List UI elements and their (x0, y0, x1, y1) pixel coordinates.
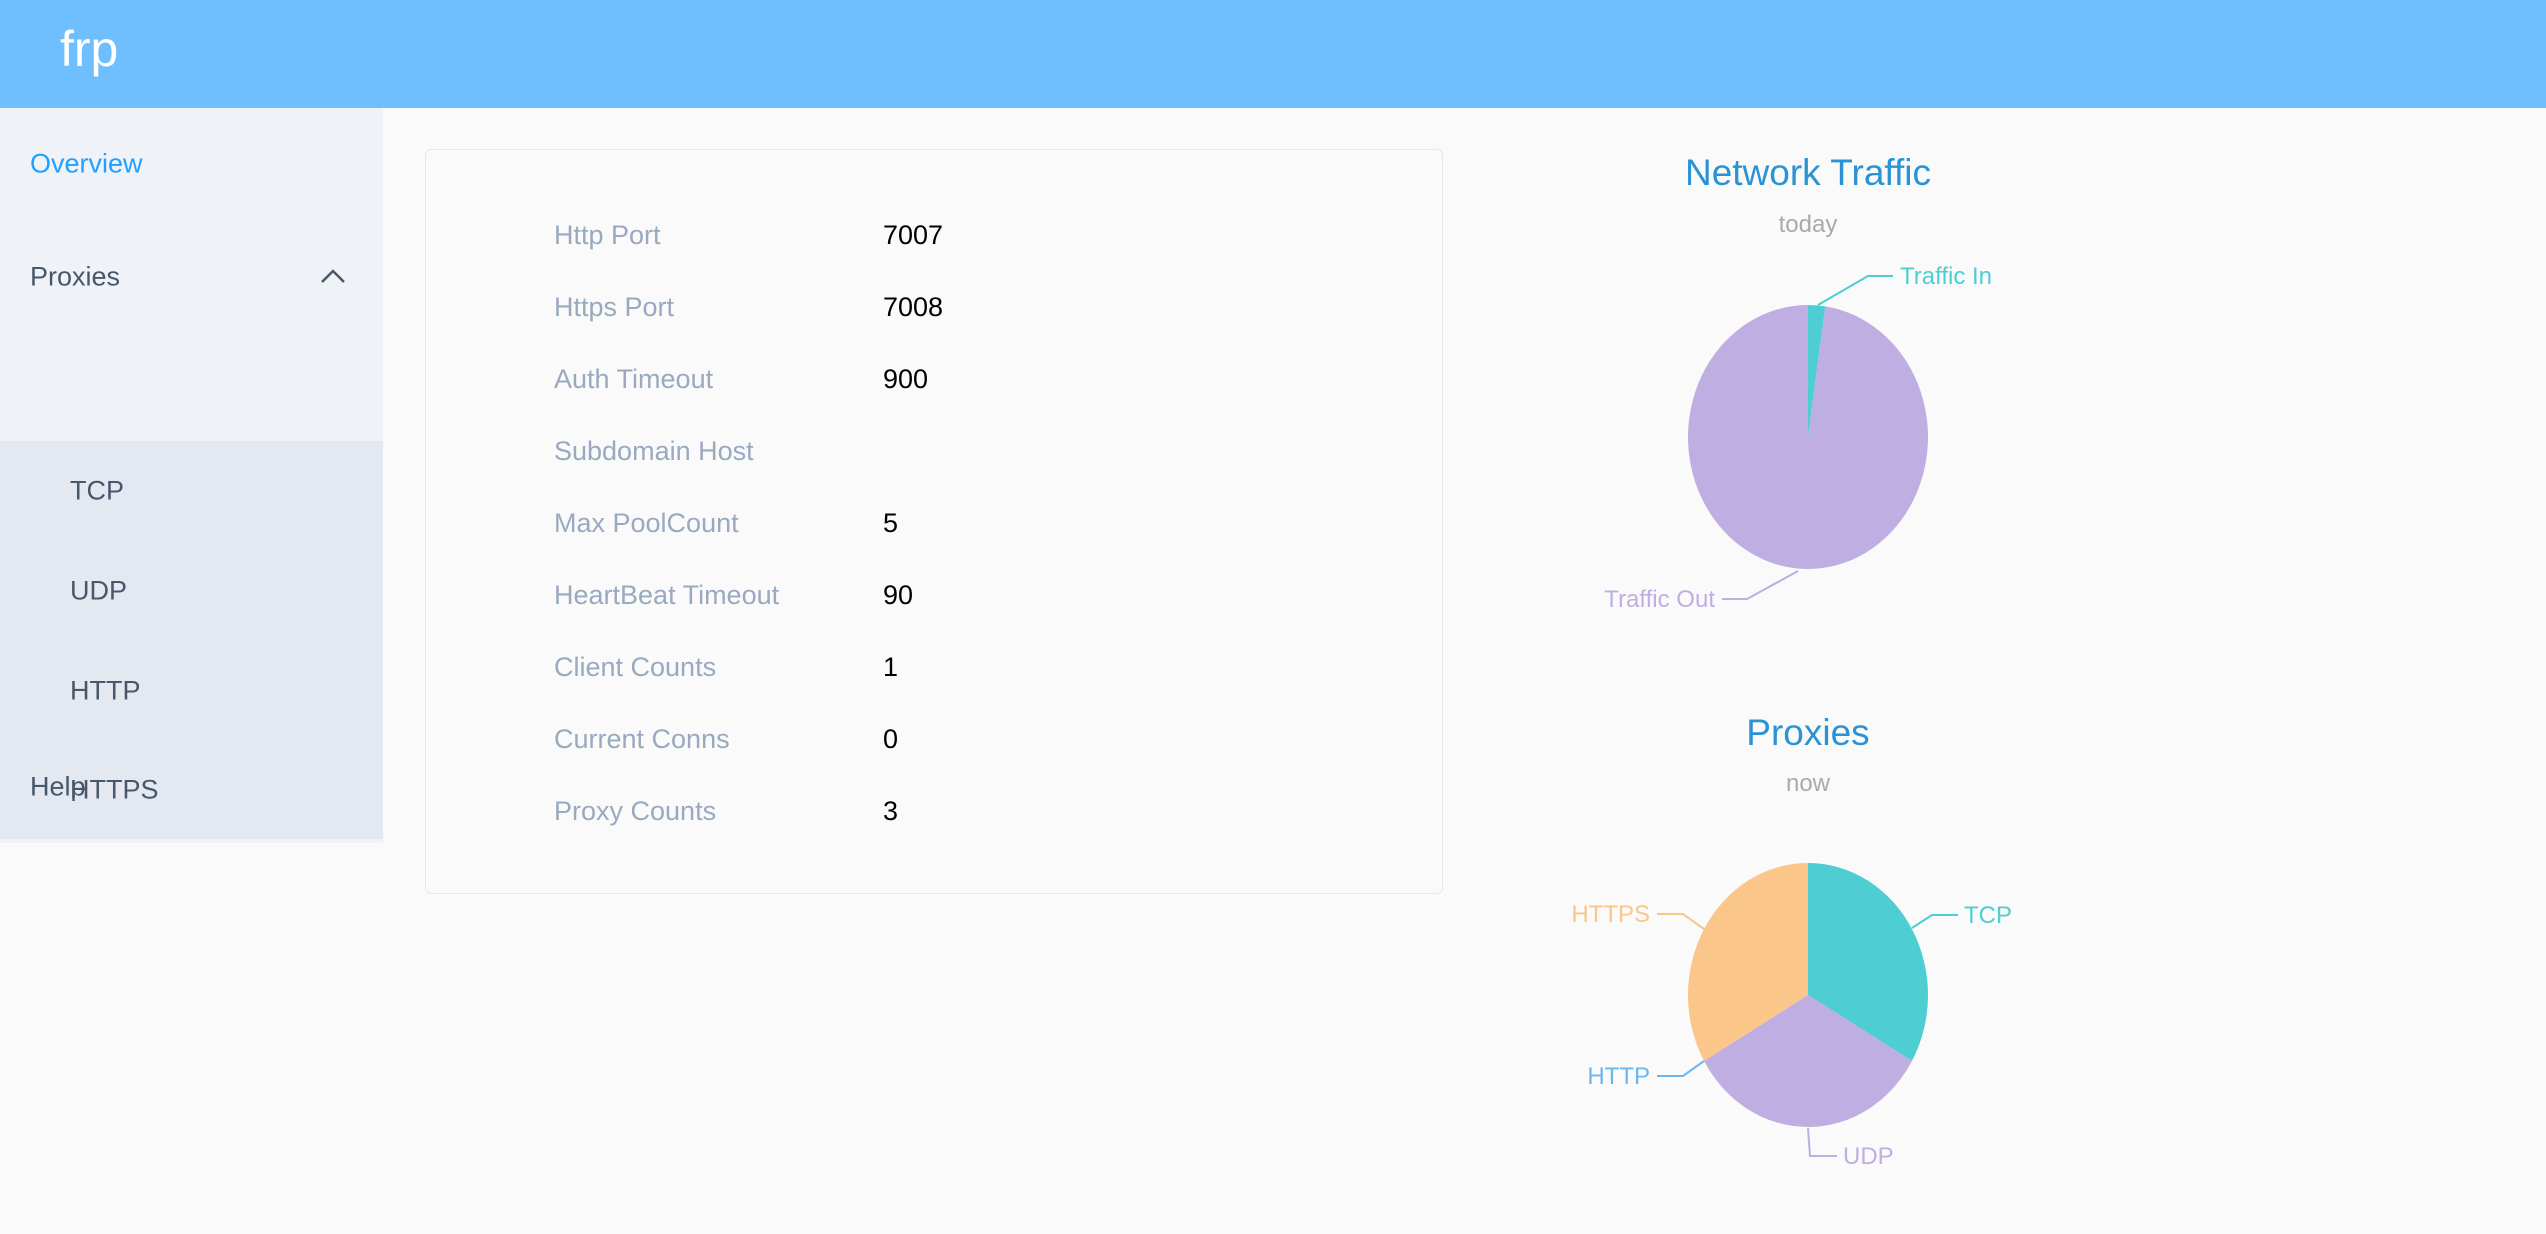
label-http: HTTP (1587, 1063, 1650, 1090)
top-header: frp (0, 0, 2546, 108)
proxies-chart-subtitle: now (1785, 770, 1831, 797)
info-value: 7007 (883, 220, 944, 250)
info-value: 1 (883, 652, 899, 682)
traffic-pie (1688, 305, 1929, 569)
info-label: Http Port (554, 220, 661, 250)
sidebar-item-label: Overview (30, 148, 143, 179)
pie-slice-https[interactable] (1688, 863, 1808, 1061)
sidebar-item-label: Proxies (30, 261, 121, 291)
pie-slice-udp[interactable] (1704, 995, 1912, 1128)
pie-slice-tcp[interactable] (1808, 863, 1929, 1061)
leader-line-http (1657, 1060, 1705, 1077)
leader-line-traffic-in (1817, 275, 1893, 306)
label-traffic-out: Traffic Out (1604, 586, 1715, 613)
info-label: Client Counts (554, 652, 717, 682)
traffic-chart-title: Network Traffic (1684, 152, 1932, 193)
info-value: 90 (883, 580, 914, 610)
label-traffic-in: Traffic In (1900, 263, 1992, 290)
info-label: HeartBeat Timeout (554, 580, 780, 610)
sidebar-item-label: TCP (70, 475, 124, 506)
info-value: 3 (883, 796, 899, 826)
sidebar-item-label: UDP (70, 575, 128, 606)
info-label: Auth Timeout (554, 364, 714, 394)
info-label: Max PoolCount (554, 508, 739, 538)
info-label: Current Conns (554, 724, 730, 754)
chevron-up-icon (321, 269, 345, 283)
info-value: 900 (883, 364, 929, 394)
label-https: HTTPS (1571, 901, 1650, 928)
sidebar-item-help[interactable]: Help (0, 731, 383, 843)
proxies-chart-title: Proxies (1746, 712, 1870, 753)
sidebar-item-tcp[interactable]: TCP (0, 441, 383, 541)
pie-slice-traffic-out[interactable] (1688, 305, 1929, 569)
leader-line-udp (1807, 1127, 1837, 1157)
info-label: Subdomain Host (554, 436, 754, 466)
server-info-card: Http Port 7007 Https Port 7008 Auth Timeou… (425, 149, 1443, 894)
info-value: 0 (883, 724, 899, 754)
sidebar: Overview Proxies TCP UDP HTTP HTTPS Help (0, 108, 383, 843)
sidebar-item-label: HTTP (70, 675, 141, 706)
sidebar-item-http[interactable]: HTTP (0, 641, 383, 741)
info-label: Proxy Counts (554, 796, 717, 826)
label-udp: UDP (1843, 1143, 1894, 1170)
leader-line-traffic-out (1722, 570, 1799, 600)
traffic-chart-subtitle: today (1778, 211, 1838, 238)
info-value: 7008 (883, 292, 944, 322)
sidebar-item-https[interactable]: HTTPS (0, 741, 383, 839)
info-label: Https Port (554, 292, 675, 322)
pie-slice-traffic-in[interactable] (1808, 305, 1826, 437)
sidebar-item-label: Help (30, 771, 86, 802)
sidebar-item-overview[interactable]: Overview (0, 108, 383, 220)
leader-line-https (1657, 913, 1705, 930)
sidebar-item-proxies[interactable]: Proxies (0, 220, 383, 333)
leader-line-tcp (1911, 914, 1958, 929)
proxies-pie (1688, 863, 1929, 1128)
info-value: 5 (883, 508, 899, 538)
sidebar-item-label: HTTPS (70, 774, 159, 805)
app-logo[interactable]: frp (60, 21, 119, 77)
label-tcp: TCP (1964, 902, 2012, 929)
proxies-submenu: TCP UDP HTTP HTTPS (0, 441, 383, 839)
sidebar-item-udp[interactable]: UDP (0, 541, 383, 641)
